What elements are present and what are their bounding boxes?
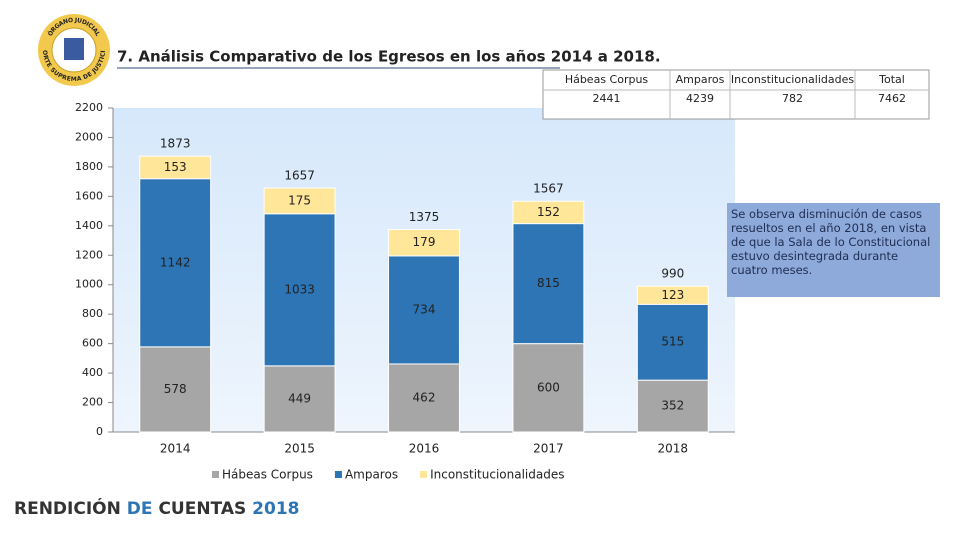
- data-label: 152: [537, 205, 560, 219]
- bar-segment: [388, 255, 460, 365]
- table-header: Inconstitucionalidades: [731, 73, 854, 86]
- data-label: 578: [164, 382, 187, 396]
- data-label: 1033: [284, 282, 315, 296]
- legend-swatch: [212, 471, 219, 478]
- bar-segment: [512, 223, 585, 345]
- data-label: 123: [661, 288, 684, 302]
- bar-segment: [636, 285, 709, 305]
- bar-segment: [388, 229, 460, 257]
- data-label: 175: [288, 193, 311, 207]
- data-label: 179: [413, 235, 436, 249]
- bar-segment: [139, 155, 212, 180]
- table-value: 7462: [878, 92, 906, 105]
- total-label: 1567: [533, 182, 564, 196]
- table-header: Amparos: [676, 73, 725, 86]
- x-tick-label: 2015: [284, 442, 315, 456]
- footer-word: CUENTAS: [158, 499, 246, 519]
- x-tick-label: 2014: [160, 442, 191, 456]
- footer-word: RENDICIÓN: [14, 497, 121, 519]
- y-tick-label: 600: [82, 337, 103, 350]
- y-tick-label: 0: [96, 425, 103, 438]
- data-label: 462: [413, 390, 436, 404]
- total-label: 1873: [160, 137, 191, 151]
- x-tick-label: 2018: [658, 442, 689, 456]
- summary-table: Hábeas Corpus 2441 Amparos 4239 Inconstituci…: [542, 69, 930, 120]
- total-label: 1375: [409, 210, 440, 224]
- chart-title: 7. Análisis Comparativo de los Egresos e…: [117, 48, 661, 66]
- x-tick-label: 2016: [409, 442, 440, 456]
- bar-segment: [636, 379, 709, 433]
- data-label: 449: [288, 391, 311, 405]
- table-header: Total: [878, 73, 905, 86]
- legend-label: Amparos: [345, 468, 398, 482]
- bar-segment: [263, 213, 336, 367]
- y-tick-label: 1200: [75, 248, 103, 261]
- table-bg: [542, 69, 930, 120]
- y-tick-label: 2000: [75, 130, 103, 143]
- table-header: Hábeas Corpus: [565, 73, 649, 86]
- total-label: 1657: [284, 168, 315, 182]
- y-tick-label: 1400: [75, 219, 103, 232]
- y-tick-label: 1000: [75, 278, 103, 291]
- bar-segment: [512, 343, 585, 433]
- y-tick-label: 200: [82, 396, 103, 409]
- bar-segment: [388, 363, 460, 433]
- bar-segment: [512, 200, 585, 225]
- y-tick-label: 800: [82, 307, 103, 320]
- data-label: 515: [661, 335, 684, 349]
- y-tick-label: 2200: [75, 101, 103, 114]
- x-tick-label: 2017: [533, 442, 564, 456]
- footer: RENDICIÓN DE CUENTAS 2018: [14, 497, 300, 519]
- table-value: 782: [782, 92, 803, 105]
- data-label: 153: [164, 160, 187, 174]
- table-value: 2441: [593, 92, 621, 105]
- data-label: 1142: [160, 255, 191, 269]
- logo-shield: [64, 38, 84, 60]
- data-label: 600: [537, 380, 560, 394]
- bar-segment: [263, 187, 336, 215]
- total-label: 990: [661, 267, 684, 281]
- bar-segment: [139, 346, 212, 433]
- data-label: 352: [661, 399, 684, 413]
- legend-swatch: [420, 471, 428, 478]
- y-tick-label: 1800: [75, 160, 103, 173]
- bar-segment: [263, 365, 336, 433]
- table-value: 4239: [686, 92, 714, 105]
- note: Se observa disminución de casos resuelto…: [727, 203, 940, 297]
- legend-swatch: [334, 471, 342, 478]
- bar-segment: [636, 303, 709, 381]
- footer-word: 2018: [252, 499, 299, 519]
- legend-label: Hábeas Corpus: [222, 468, 313, 482]
- y-tick-label: 400: [82, 366, 103, 379]
- y-tick-label: 1600: [75, 189, 103, 202]
- legend-label: Inconstitucionalidades: [430, 468, 564, 482]
- data-label: 815: [537, 276, 560, 290]
- footer-word: DE: [127, 499, 153, 519]
- data-label: 734: [413, 302, 436, 316]
